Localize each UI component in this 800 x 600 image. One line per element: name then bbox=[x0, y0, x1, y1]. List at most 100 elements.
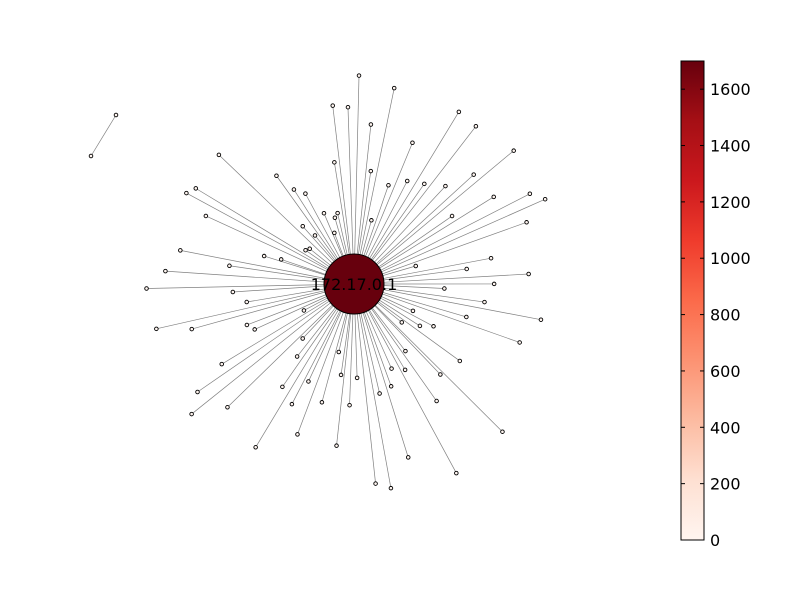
leaf-node bbox=[456, 109, 462, 115]
graph-edge bbox=[353, 75, 360, 285]
leaf-node bbox=[334, 443, 339, 448]
colorbar-ticks: 0 200 400 600 800 1000 1200 1400 1600 bbox=[681, 80, 751, 550]
leaf-node bbox=[369, 218, 374, 223]
leaf-node bbox=[391, 85, 397, 91]
leaf-node bbox=[230, 289, 236, 295]
leaf-node bbox=[434, 398, 439, 404]
leaf-node bbox=[517, 340, 522, 345]
leaf-node bbox=[527, 191, 533, 197]
leaf-node bbox=[399, 320, 405, 325]
leaf-node bbox=[449, 213, 455, 219]
graph-edge bbox=[353, 283, 503, 432]
leaf-node bbox=[307, 246, 312, 251]
leaf-node bbox=[253, 445, 258, 450]
graph-edge bbox=[353, 283, 392, 489]
leaf-node bbox=[354, 375, 360, 381]
leaf-node bbox=[321, 210, 327, 216]
leaf-node bbox=[193, 186, 199, 191]
leaf-node bbox=[294, 354, 300, 359]
leaf-node bbox=[189, 326, 194, 332]
leaf-node bbox=[410, 140, 415, 146]
leaf-node bbox=[511, 148, 516, 153]
colorbar-tick-label: 1000 bbox=[710, 249, 751, 268]
leaf-node bbox=[300, 336, 305, 341]
leaf-node bbox=[336, 349, 342, 355]
leaf-node bbox=[457, 358, 463, 364]
leaf-node bbox=[386, 183, 391, 188]
graph-edge bbox=[353, 126, 477, 285]
leaf-node bbox=[488, 255, 494, 261]
leaf-node bbox=[413, 263, 418, 269]
leaf-node bbox=[244, 299, 249, 305]
leaf-node bbox=[244, 322, 250, 328]
leaf-node bbox=[203, 213, 209, 219]
colorbar-tick-label: 200 bbox=[710, 475, 741, 494]
leaf-node bbox=[280, 384, 285, 390]
colorbar-tick-label: 400 bbox=[710, 418, 741, 437]
leaf-node bbox=[178, 248, 183, 253]
leaf-node bbox=[274, 173, 279, 178]
graph-edge bbox=[197, 283, 355, 393]
leaf-node bbox=[368, 168, 374, 174]
leaf-node bbox=[291, 187, 297, 192]
leaf-node bbox=[113, 112, 119, 118]
colorbar: 0 200 400 600 800 1000 1200 1400 1600 bbox=[680, 60, 751, 550]
graph-edge bbox=[218, 154, 355, 285]
graph-edge bbox=[146, 283, 355, 289]
graph-edge bbox=[353, 150, 514, 285]
leaf-node bbox=[491, 281, 497, 287]
leaf-node bbox=[422, 181, 427, 187]
leaf-node bbox=[303, 191, 308, 196]
leaf-node bbox=[388, 485, 394, 491]
leaf-node bbox=[410, 308, 416, 314]
leaf-node bbox=[356, 73, 362, 78]
leaf-node bbox=[225, 405, 230, 410]
leaf-node bbox=[219, 361, 224, 367]
graph-edge bbox=[165, 270, 355, 285]
leaf-node bbox=[227, 263, 232, 269]
graph-edge bbox=[255, 283, 355, 448]
hub-node-label: 172.17.0.1 bbox=[311, 275, 398, 294]
leaf-node bbox=[332, 230, 337, 236]
leaf-node bbox=[438, 372, 443, 377]
graph-edge bbox=[195, 188, 355, 285]
leaf-node bbox=[454, 470, 459, 476]
leaf-node bbox=[335, 210, 340, 216]
leaf-node bbox=[306, 379, 311, 384]
leaf-node bbox=[404, 178, 410, 184]
leaf-node bbox=[500, 429, 505, 434]
leaf-node bbox=[405, 455, 411, 460]
leaf-node bbox=[154, 326, 159, 332]
leaf-node bbox=[443, 183, 448, 189]
leaf-node bbox=[524, 220, 529, 225]
leaf-node bbox=[289, 401, 295, 407]
leaf-node bbox=[338, 372, 344, 378]
colorbar-tick-label: 1400 bbox=[710, 137, 751, 156]
leaf-node bbox=[538, 317, 544, 322]
colorbar-tick-label: 1200 bbox=[710, 193, 751, 212]
leaf-node bbox=[330, 103, 335, 108]
leaf-node bbox=[373, 481, 378, 486]
graph-edge bbox=[353, 198, 546, 285]
leaf-node bbox=[144, 286, 149, 291]
leaf-node bbox=[417, 323, 423, 329]
graph-edge bbox=[353, 193, 531, 285]
colorbar-scale bbox=[680, 60, 705, 541]
leaf-node bbox=[189, 411, 194, 417]
leaf-node bbox=[377, 391, 382, 396]
leaf-node bbox=[464, 266, 469, 272]
colorbar-tick-label: 1600 bbox=[710, 80, 751, 99]
leaf-node-layer bbox=[88, 73, 548, 491]
leaf-node bbox=[542, 196, 548, 202]
leaf-node bbox=[303, 247, 308, 253]
leaf-node bbox=[216, 152, 222, 158]
leaf-node bbox=[431, 324, 436, 329]
leaf-node bbox=[389, 366, 394, 371]
leaf-node bbox=[464, 314, 469, 320]
graph-edge bbox=[191, 283, 355, 415]
leaf-node bbox=[345, 104, 351, 110]
leaf-node bbox=[300, 224, 305, 229]
leaf-node bbox=[312, 233, 318, 238]
leaf-node bbox=[184, 190, 189, 196]
graph-edge bbox=[353, 283, 457, 474]
